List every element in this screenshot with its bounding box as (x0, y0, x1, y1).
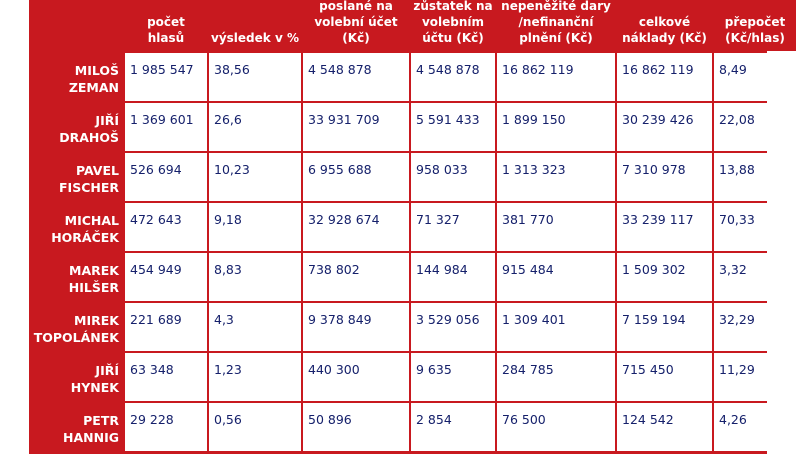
table-cell: 32 928 674 (303, 203, 409, 251)
table-cell: 16 862 119 (497, 53, 615, 101)
candidate-name: JIŘÍ HYNEK (29, 353, 122, 401)
table-cell: 71 327 (411, 203, 495, 251)
table-cell: 715 450 (617, 353, 712, 401)
candidate-first-name: PETR (83, 413, 119, 428)
table-cell: 8,83 (209, 253, 301, 301)
table-cell: 7 159 194 (617, 303, 712, 351)
table-cell: 70,33 (714, 203, 796, 251)
column-header-label: celkové náklady (Kč) (622, 15, 707, 45)
column-header: zůstatek na volebním účtu (Kč) (411, 0, 495, 51)
column-header-label: výsledek v % (211, 31, 299, 45)
table-cell: 9,18 (209, 203, 301, 251)
candidate-name: MIREK TOPOLÁNEK (29, 303, 122, 351)
column-header-label: zůstatek na volebním účtu (Kč) (413, 0, 493, 45)
candidate-last-name: FISCHER (59, 180, 119, 195)
table-cell: 124 542 (617, 403, 712, 451)
table-cell: 9 635 (411, 353, 495, 401)
column-header: výsledek v % (209, 0, 301, 51)
table-cell: 1 313 323 (497, 153, 615, 201)
candidate-first-name: MIREK (74, 313, 119, 328)
candidate-first-name: MICHAL (64, 213, 119, 228)
candidate-name: MAREK HILŠER (29, 253, 122, 301)
table-cell: 76 500 (497, 403, 615, 451)
column-header: peněžité dary poslané na volební účet (K… (303, 0, 409, 51)
candidate-last-name: HORÁČEK (51, 230, 119, 245)
table-cell: 26,6 (209, 103, 301, 151)
column-header: přepočet (Kč/hlas) (714, 0, 796, 51)
table-cell: 381 770 (497, 203, 615, 251)
table-cell: 5 591 433 (411, 103, 495, 151)
table-cell: 7 310 978 (617, 153, 712, 201)
candidate-last-name: ZEMAN (68, 80, 119, 95)
table-cell: 1 985 547 (125, 53, 207, 101)
table-cell: 1,23 (209, 353, 301, 401)
table-cell: 22,08 (714, 103, 796, 151)
table-cell: 4,3 (209, 303, 301, 351)
candidate-name: JIŘÍ DRAHOŠ (29, 103, 122, 151)
table-cell: 10,23 (209, 153, 301, 201)
table-cell: 1 509 302 (617, 253, 712, 301)
table-cell: 30 239 426 (617, 103, 712, 151)
candidate-last-name: TOPOLÁNEK (33, 330, 119, 345)
column-header: nepeněžité dary /nefinanční plnění (Kč) (497, 0, 615, 51)
candidate-name: PETR HANNIG (29, 403, 122, 451)
table-cell: 454 949 (125, 253, 207, 301)
candidate-name: MILOŠ ZEMAN (29, 53, 122, 101)
table-cell: 472 643 (125, 203, 207, 251)
table-cell: 16 862 119 (617, 53, 712, 101)
table-cell: 3 529 056 (411, 303, 495, 351)
table-cell: 13,88 (714, 153, 796, 201)
candidate-first-name: JIŘÍ (95, 363, 119, 378)
table-cell: 1 899 150 (497, 103, 615, 151)
candidate-finance-table: počet hlasů výsledek v % peněžité dary pos… (29, 0, 796, 454)
table-cell: 0,56 (209, 403, 301, 451)
candidate-first-name: MAREK (69, 263, 119, 278)
table-cell: 4 548 878 (303, 53, 409, 101)
table-cell: 4,26 (714, 403, 796, 451)
table-cell: 526 694 (125, 153, 207, 201)
candidate-last-name: HILŠER (68, 280, 119, 295)
column-header-label: přepočet (Kč/hlas) (724, 15, 786, 45)
table-cell: 958 033 (411, 153, 495, 201)
candidate-name: PAVEL FISCHER (29, 153, 122, 201)
candidate-last-name: HYNEK (70, 380, 119, 395)
column-header-label: počet hlasů (147, 15, 185, 45)
column-header-label: nepeněžité dary /nefinanční plnění (Kč) (501, 0, 611, 45)
table-cell: 2 854 (411, 403, 495, 451)
column-header: počet hlasů (125, 0, 207, 51)
table-cell: 33 239 117 (617, 203, 712, 251)
table-cell: 221 689 (125, 303, 207, 351)
table-cell: 440 300 (303, 353, 409, 401)
candidate-first-name: PAVEL (75, 163, 119, 178)
table-cell: 284 785 (497, 353, 615, 401)
candidate-last-name: HANNIG (63, 430, 119, 445)
table-cell: 32,29 (714, 303, 796, 351)
table-cell: 38,56 (209, 53, 301, 101)
candidate-last-name: DRAHOŠ (59, 130, 119, 145)
candidate-name: MICHAL HORÁČEK (29, 203, 122, 251)
table-cell: 9 378 849 (303, 303, 409, 351)
table-cell: 915 484 (497, 253, 615, 301)
table-cell: 6 955 688 (303, 153, 409, 201)
table-cell: 1 309 401 (497, 303, 615, 351)
table-cell: 144 984 (411, 253, 495, 301)
table-cell: 3,32 (714, 253, 796, 301)
table-cell: 8,49 (714, 53, 796, 101)
table-cell: 29 228 (125, 403, 207, 451)
table-cell: 738 802 (303, 253, 409, 301)
table-cell: 4 548 878 (411, 53, 495, 101)
table-cell: 1 369 601 (125, 103, 207, 151)
column-header: celkové náklady (Kč) (617, 0, 712, 51)
column-header-label: peněžité dary poslané na volební účet (K… (314, 0, 398, 45)
table-cell: 63 348 (125, 353, 207, 401)
candidate-first-name: JIŘÍ (95, 113, 119, 128)
table-cell: 11,29 (714, 353, 796, 401)
candidate-first-name: MILOŠ (74, 63, 119, 78)
table-cell: 33 931 709 (303, 103, 409, 151)
table-cell: 50 896 (303, 403, 409, 451)
